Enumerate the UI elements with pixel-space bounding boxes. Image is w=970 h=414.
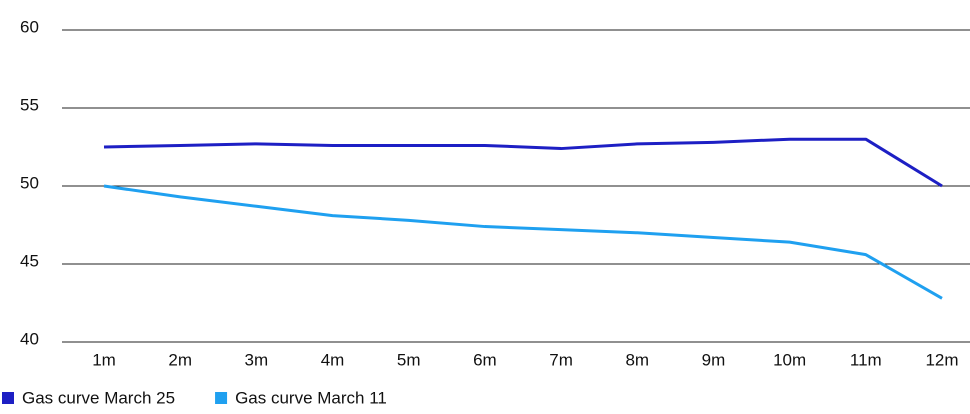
x-tick-label: 8m bbox=[625, 350, 649, 369]
y-tick-label: 40 bbox=[20, 329, 39, 348]
x-tick-label: 5m bbox=[397, 350, 421, 369]
x-tick-label: 9m bbox=[702, 350, 726, 369]
y-tick-label: 50 bbox=[20, 173, 39, 192]
x-tick-label: 12m bbox=[925, 350, 958, 369]
x-tick-label: 10m bbox=[773, 350, 806, 369]
x-tick-label: 7m bbox=[549, 350, 573, 369]
x-tick-label: 3m bbox=[245, 350, 269, 369]
x-tick-label: 4m bbox=[321, 350, 345, 369]
legend-label: Gas curve March 25 bbox=[22, 388, 175, 407]
legend-swatch bbox=[215, 392, 228, 404]
y-tick-label: 55 bbox=[20, 95, 39, 114]
data-line bbox=[103, 184, 943, 300]
x-tick-label: 2m bbox=[168, 350, 192, 369]
legend-label: Gas curve March 11 bbox=[235, 388, 387, 407]
x-tick-label: 11m bbox=[850, 350, 882, 369]
legend-swatch bbox=[2, 392, 14, 404]
x-tick-label: 6m bbox=[473, 350, 497, 369]
y-tick-label: 60 bbox=[20, 17, 39, 36]
y-tick-label: 45 bbox=[20, 251, 39, 270]
x-tick-label: 1m bbox=[92, 350, 116, 369]
data-line bbox=[103, 137, 943, 188]
